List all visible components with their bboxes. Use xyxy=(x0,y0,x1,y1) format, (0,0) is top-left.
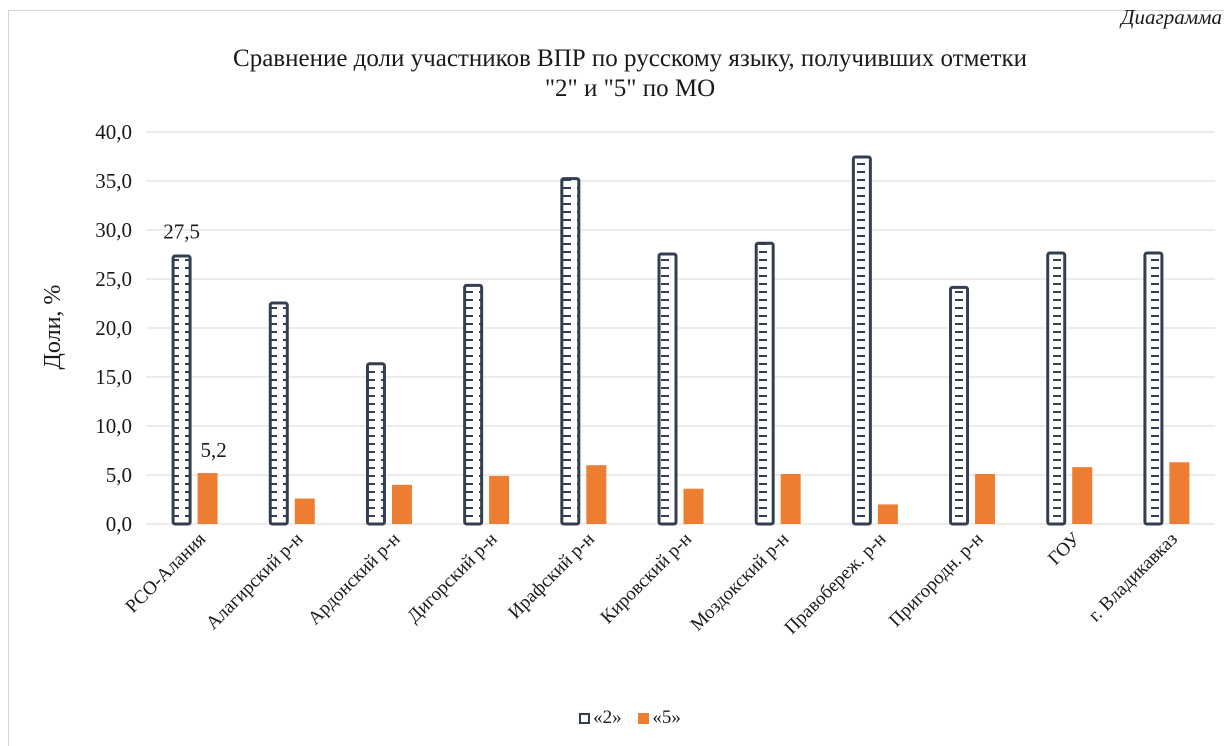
bar-series-2 xyxy=(851,155,872,526)
bar-series-2 xyxy=(463,283,484,526)
bar-series-5 xyxy=(1072,467,1093,524)
y-tick-label: 20,0 xyxy=(95,316,132,340)
y-tick-label: 35,0 xyxy=(95,169,132,193)
bar-series-2 xyxy=(754,241,775,526)
chart-title: Сравнение доли участников ВПР по русском… xyxy=(0,44,1230,104)
y-tick-label: 5,0 xyxy=(106,463,132,487)
x-tick-label: Дигорский р-н xyxy=(403,529,501,627)
data-label: 5,2 xyxy=(200,438,226,462)
legend-item-2: «2» xyxy=(579,707,622,729)
legend-swatch-5 xyxy=(638,712,650,724)
y-tick-label: 40,0 xyxy=(95,120,132,144)
legend-swatch-2 xyxy=(579,712,591,724)
bar-series-5 xyxy=(877,504,898,524)
figure-caption: Диаграмма xyxy=(1121,5,1222,29)
data-label: 27,5 xyxy=(163,220,200,244)
bar-series-2 xyxy=(657,252,678,526)
bar-series-2 xyxy=(1143,251,1164,526)
bar-series-2 xyxy=(1046,251,1067,526)
bar-series-2 xyxy=(365,362,386,526)
x-tick-label: Ардонский р-н xyxy=(304,529,404,629)
bar-series-2 xyxy=(560,177,581,526)
bar-series-5 xyxy=(391,484,412,524)
bar-series-2 xyxy=(268,301,289,526)
legend: «2» «5» xyxy=(0,707,1230,730)
x-tick-label: РСО-Алания xyxy=(122,529,211,618)
y-tick-label: 30,0 xyxy=(95,218,132,242)
bar-series-2 xyxy=(171,254,192,526)
legend-label-5: «5» xyxy=(652,707,681,728)
bar-series-5 xyxy=(1169,462,1190,524)
bar-series-5 xyxy=(586,465,607,524)
bar-series-5 xyxy=(780,474,801,524)
x-tick-label: Правобереж. р-н xyxy=(781,529,891,639)
y-tick-label: 15,0 xyxy=(95,365,132,389)
x-tick-label: Пригородн. р-н xyxy=(885,529,988,632)
y-axis-title: Доли, % xyxy=(40,285,66,370)
chart-title-line-2: "2" и "5" по МО xyxy=(544,75,716,102)
x-tick-label: Кировский р-н xyxy=(597,529,696,628)
x-tick-label: Ирафский р-н xyxy=(504,529,599,624)
chart-frame: Диаграмма xyxy=(8,5,1224,746)
bar-series-5 xyxy=(197,473,218,524)
y-tick-label: 0,0 xyxy=(106,512,132,536)
bar-series-5 xyxy=(489,475,510,524)
x-tick-label: г. Владикавказ xyxy=(1084,529,1181,626)
bar-series-5 xyxy=(975,474,996,524)
x-tick-label: Алагирский р-н xyxy=(202,529,307,634)
bar-series-2 xyxy=(949,285,970,526)
x-tick-label: Моздокский р-н xyxy=(687,529,794,636)
bar-series-5 xyxy=(683,488,704,524)
legend-item-5: «5» xyxy=(638,707,681,729)
bar-series-5 xyxy=(294,498,315,524)
x-tick-label: ГОУ xyxy=(1044,528,1085,569)
chart-title-line-1: Сравнение доли участников ВПР по русском… xyxy=(233,45,1027,72)
y-tick-label: 25,0 xyxy=(95,267,132,291)
legend-label-2: «2» xyxy=(593,707,622,728)
y-tick-label: 10,0 xyxy=(95,414,132,438)
